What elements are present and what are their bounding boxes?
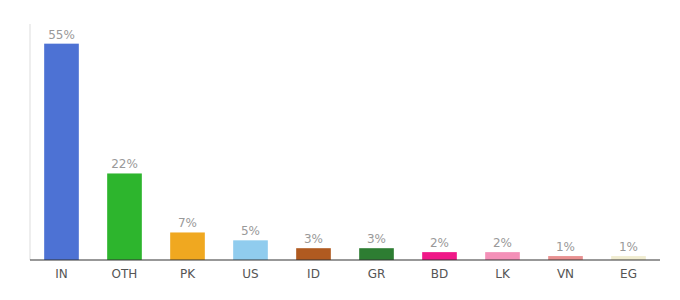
bars: [44, 44, 646, 260]
x-tick-label: US: [242, 267, 258, 281]
data-label: 5%: [241, 224, 260, 238]
x-tick-label: LK: [495, 267, 511, 281]
x-tick-label: BD: [431, 267, 448, 281]
data-label: 1%: [619, 240, 638, 254]
data-label: 7%: [178, 216, 197, 230]
x-tick-label: GR: [368, 267, 386, 281]
data-label: 1%: [556, 240, 575, 254]
bar: [170, 232, 205, 260]
bar: [296, 248, 331, 260]
x-tick-label: IN: [55, 267, 68, 281]
data-label: 3%: [304, 232, 323, 246]
data-label: 22%: [111, 157, 138, 171]
page: {"chart_data": {"type": "bar", "categori…: [0, 0, 680, 300]
data-label: 55%: [48, 28, 75, 42]
x-tick-label: PK: [180, 267, 196, 281]
data-label: 3%: [367, 232, 386, 246]
bar: [485, 252, 520, 260]
y-axis-line: [30, 24, 31, 260]
data-label: 2%: [430, 236, 449, 250]
bar: [44, 44, 79, 260]
data-label: 2%: [493, 236, 512, 250]
bar: [233, 240, 268, 260]
chart: IN OTH PK US ID GR BD LK VN EG 55% 22% 7% 5% 3% 3% 2% 2% 1…: [0, 0, 680, 300]
bar: [422, 252, 457, 260]
x-tick-label: VN: [557, 267, 574, 281]
bar: [359, 248, 394, 260]
x-axis-line: [30, 259, 660, 260]
x-tick-label: ID: [307, 267, 320, 281]
chart-container: IN OTH PK US ID GR BD LK VN EG 55% 22% 7% 5% 3% 3% 2% 2% 1…: [0, 0, 680, 300]
x-tick-label: OTH: [112, 267, 138, 281]
bar: [107, 173, 142, 260]
x-tick-label: EG: [620, 267, 637, 281]
